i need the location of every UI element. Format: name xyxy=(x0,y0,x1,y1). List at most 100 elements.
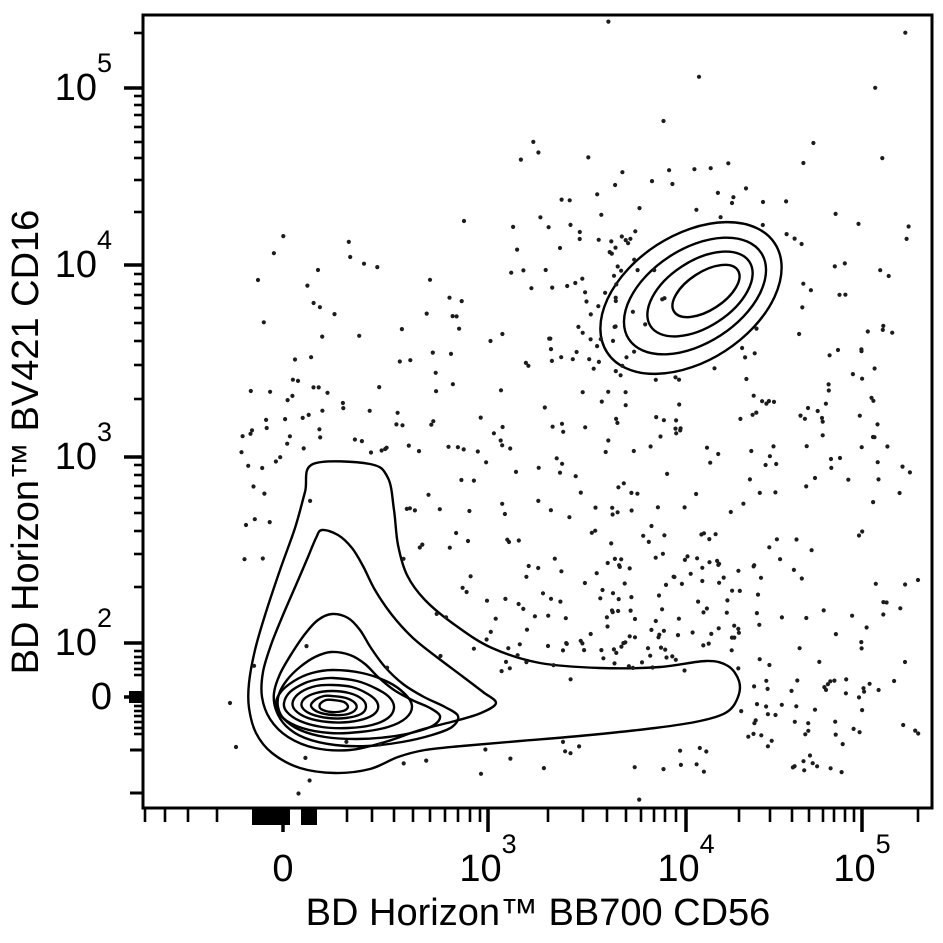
event-dot xyxy=(627,566,632,571)
event-dot xyxy=(589,530,594,535)
event-dot xyxy=(588,631,593,637)
event-dot xyxy=(471,478,476,483)
main-population-contour xyxy=(291,683,380,724)
event-dot xyxy=(654,415,659,420)
event-dot xyxy=(876,477,881,482)
event-dot xyxy=(828,766,833,771)
event-dot xyxy=(615,420,620,425)
event-dot xyxy=(746,734,751,739)
event-dot xyxy=(826,382,831,387)
event-dot xyxy=(656,635,661,640)
event-dot xyxy=(717,580,722,585)
event-dot xyxy=(613,369,618,374)
event-dot xyxy=(491,431,496,436)
event-dot xyxy=(416,449,422,454)
event-dot xyxy=(367,408,372,413)
event-dot xyxy=(616,608,621,614)
event-dot xyxy=(773,490,778,495)
event-dot xyxy=(797,646,802,651)
event-dot xyxy=(865,329,870,334)
event-dot xyxy=(802,768,807,773)
event-dot xyxy=(643,322,648,327)
event-dot xyxy=(694,491,699,497)
event-dot xyxy=(546,225,551,230)
event-dot xyxy=(846,477,851,482)
event-dot xyxy=(635,268,640,273)
event-dot xyxy=(757,490,762,495)
event-dot xyxy=(729,648,734,653)
event-dot xyxy=(658,645,664,650)
event-dot xyxy=(239,450,244,455)
event-dot xyxy=(842,261,847,266)
event-dot xyxy=(609,239,614,244)
event-dot xyxy=(867,681,872,686)
event-dot xyxy=(583,425,588,430)
event-dot xyxy=(426,492,431,497)
main-population-contour xyxy=(260,528,498,752)
event-dot xyxy=(736,568,741,573)
event-dot xyxy=(559,355,564,360)
event-dot xyxy=(903,30,908,35)
event-dot xyxy=(674,431,679,436)
event-dot xyxy=(315,267,321,273)
event-dot xyxy=(478,771,484,776)
event-dot xyxy=(560,739,566,745)
event-dot xyxy=(860,708,865,713)
event-dot xyxy=(508,446,513,451)
event-dot xyxy=(704,606,710,611)
event-dot xyxy=(554,456,559,461)
event-dot xyxy=(658,434,663,439)
event-dot xyxy=(447,295,452,300)
event-dot xyxy=(248,431,253,436)
event-dot xyxy=(304,644,309,649)
event-dot xyxy=(557,245,563,251)
plot-frame xyxy=(141,13,934,810)
event-dot xyxy=(242,557,247,562)
event-dot xyxy=(815,764,820,769)
event-dot xyxy=(248,388,253,394)
y-tick-label: 105 xyxy=(54,48,112,109)
event-dot xyxy=(880,327,885,332)
event-dot xyxy=(631,448,636,454)
event-dot xyxy=(450,382,455,387)
event-dot xyxy=(649,627,654,633)
event-dot xyxy=(301,446,306,451)
event-dot xyxy=(467,508,472,514)
event-dot xyxy=(767,454,773,459)
event-dot xyxy=(498,438,503,443)
event-dot xyxy=(898,606,903,611)
event-dot xyxy=(857,413,862,418)
event-dot xyxy=(794,704,799,709)
event-dot xyxy=(769,738,774,743)
nk-population-contour xyxy=(671,263,741,319)
event-dot xyxy=(588,337,593,342)
event-dot xyxy=(548,336,553,341)
event-dot xyxy=(650,665,655,670)
event-dot xyxy=(828,456,834,462)
event-dot xyxy=(613,298,618,304)
event-dot xyxy=(601,656,606,661)
event-dot xyxy=(609,541,614,546)
event-dot xyxy=(233,744,239,750)
event-dot xyxy=(799,241,804,247)
event-dot xyxy=(377,385,382,390)
event-dot xyxy=(526,363,531,368)
event-dot xyxy=(817,659,822,665)
event-dot xyxy=(799,576,804,581)
event-dot xyxy=(633,229,638,234)
event-dot xyxy=(700,578,705,584)
event-dot xyxy=(438,653,443,659)
event-dot xyxy=(598,337,603,342)
event-dot xyxy=(807,753,813,758)
event-dot xyxy=(676,377,682,382)
event-dot xyxy=(493,616,498,621)
event-dot xyxy=(598,596,603,601)
event-dot xyxy=(675,633,681,638)
event-dot xyxy=(884,600,889,605)
event-dot xyxy=(548,596,554,601)
event-dot xyxy=(861,686,866,691)
event-dot xyxy=(792,719,797,724)
event-dot xyxy=(340,400,345,406)
event-dot xyxy=(593,528,598,533)
event-dot xyxy=(673,657,678,662)
